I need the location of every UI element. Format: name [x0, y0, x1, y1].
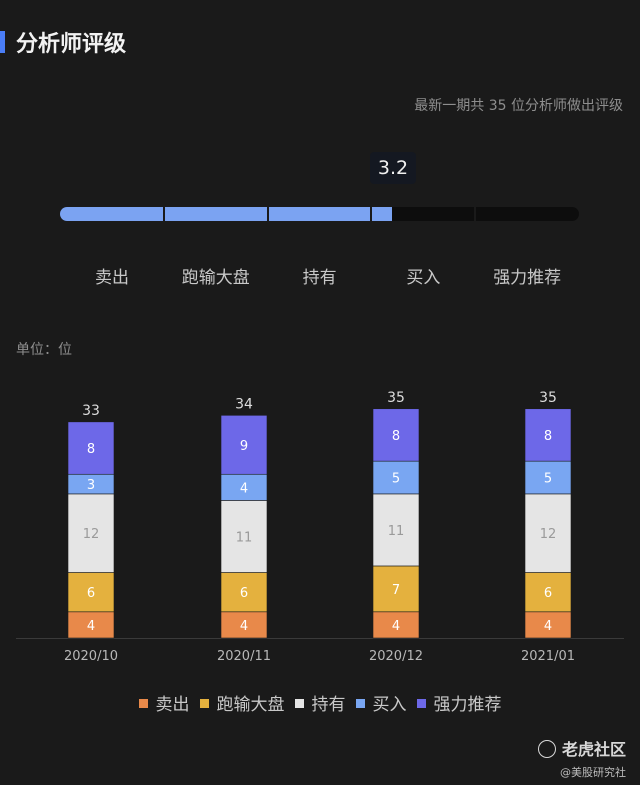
legend-label: 跑输大盘: [216, 695, 285, 715]
legend-label: 强力推荐: [433, 695, 502, 715]
watermark-name: 老虎社区: [561, 740, 626, 759]
legend-label: 卖出: [155, 695, 190, 715]
x-tick-label: 2020/11: [217, 649, 271, 664]
bar-segment: [220, 414, 268, 475]
rating-segment-divider: [474, 207, 477, 221]
rating-segment-divider: [266, 207, 269, 221]
bar-segment: [524, 572, 572, 613]
legend-item: 卖出: [138, 690, 190, 715]
bar-segment: [220, 473, 268, 501]
bar-value-label: 4: [392, 619, 400, 634]
analyst-count-note: 最新一期共 35 位分析师做出评级: [414, 98, 623, 114]
page-title: 分析师评级: [16, 32, 127, 57]
x-tick-label: 2020/12: [369, 649, 423, 664]
bar-value-label: 9: [240, 439, 248, 454]
unit-label: 单位：位: [16, 342, 72, 358]
bar-segment: [372, 460, 420, 495]
bar-value-label: 8: [544, 429, 552, 444]
rating-segment-divider: [162, 207, 165, 221]
bar-total-label: 33: [82, 403, 100, 419]
bar-segment: [220, 611, 268, 639]
bar-value-label: 4: [544, 619, 552, 634]
bar-value-label: 4: [240, 619, 248, 634]
rating-score-badge: 3.2: [370, 152, 416, 184]
legend-label: 持有: [311, 695, 346, 715]
bar-segment: [372, 493, 420, 567]
legend-swatch: [294, 698, 304, 708]
bar-segment: [67, 572, 115, 613]
bar-segment: [524, 493, 572, 573]
bar-total-label: 35: [387, 390, 405, 406]
legend-item: 持有: [294, 690, 346, 715]
bar-value-label: 6: [87, 586, 95, 601]
tiger-logo-icon: [537, 739, 556, 758]
bar-total-label: 35: [539, 390, 557, 406]
title-accent-bar: [0, 31, 5, 53]
bar-value-label: 5: [544, 472, 552, 487]
rating-level-label: 买入: [406, 268, 441, 288]
bar-value-label: 8: [87, 442, 95, 457]
rating-level-label: 强力推荐: [493, 268, 562, 288]
legend-swatch: [199, 698, 209, 708]
bar-segment: [220, 572, 268, 613]
bar-value-label: 11: [388, 524, 405, 539]
rating-level-label: 跑输大盘: [181, 268, 250, 288]
legend-item: 跑输大盘: [199, 690, 285, 715]
legend-swatch: [355, 698, 365, 708]
bar-value-label: 12: [540, 527, 557, 542]
watermark: 老虎社区 @美股研究社: [537, 736, 626, 780]
bar-segment: [67, 421, 115, 475]
x-tick-label: 2020/10: [64, 649, 118, 664]
bar-value-label: 5: [392, 472, 400, 487]
rating-level-label: 持有: [302, 268, 337, 288]
legend-swatch: [416, 698, 426, 708]
bar-value-label: 4: [87, 619, 95, 634]
x-tick-label: 2021/01: [521, 649, 575, 664]
bar-value-label: 4: [240, 481, 248, 496]
bar-value-label: 8: [392, 429, 400, 444]
rating-history-chart: 4 6 12 3 8 33 2020/10 4 6 11 4 9 34 2020/11 4 7 11 5 8 35 20…: [16, 390, 624, 664]
legend-label: 买入: [372, 695, 407, 715]
bar-segment: [372, 408, 420, 462]
legend-item: 买入: [355, 690, 407, 715]
bar-segment: [524, 460, 572, 495]
bar-total-label: 34: [235, 396, 253, 412]
rating-segment-divider: [370, 207, 373, 221]
watermark-sub: @美股研究社: [560, 766, 626, 779]
rating-scale-fill: [60, 207, 393, 221]
bar-value-label: 7: [392, 583, 400, 598]
bar-value-label: 11: [236, 530, 253, 545]
bar-segment: [220, 500, 268, 573]
bar-value-label: 12: [83, 527, 100, 542]
legend-swatch: [138, 698, 148, 708]
bar-segment: [67, 611, 115, 639]
rating-level-label: 卖出: [95, 268, 129, 288]
bar-value-label: 6: [240, 586, 248, 601]
bar-segment: [524, 611, 572, 639]
chart-legend: 卖出 跑输大盘 持有 买入 强力推荐: [0, 690, 640, 715]
bar-value-label: 3: [87, 478, 95, 493]
bar-segment: [524, 408, 572, 462]
legend-item: 强力推荐: [416, 690, 502, 715]
rating-scale-bar: [60, 207, 579, 221]
bar-value-label: 6: [544, 586, 552, 601]
bar-segment: [372, 565, 420, 613]
